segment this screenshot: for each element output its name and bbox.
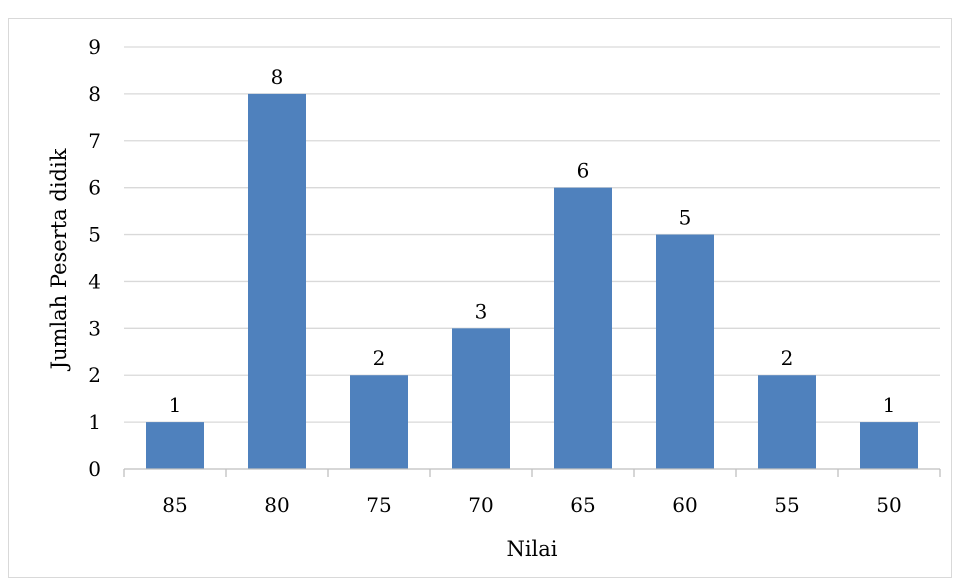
- bar-85: [146, 422, 204, 469]
- chart-frame: [8, 18, 952, 578]
- data-label-55: 2: [781, 346, 794, 370]
- y-tick-label: 0: [88, 457, 101, 481]
- y-tick-label: 3: [88, 316, 101, 340]
- y-axis-title: Jumlah Peserta didik: [47, 148, 71, 371]
- bar-80: [248, 93, 306, 469]
- data-label-80: 8: [271, 65, 284, 89]
- x-tick-label-75: 75: [366, 493, 391, 517]
- y-tick-label: 2: [88, 363, 101, 387]
- bar-50: [860, 422, 918, 469]
- x-tick-label-55: 55: [774, 493, 799, 517]
- x-axis: 85 80 75 70 65 60 55 50: [123, 468, 941, 517]
- gridlines: [124, 46, 940, 423]
- data-label-85: 1: [169, 393, 182, 417]
- y-tick-label: 8: [88, 82, 101, 106]
- y-axis-tick-labels: 0 1 2 3 4 5 6 7 8 9: [88, 35, 101, 481]
- x-tick-label-80: 80: [264, 493, 289, 517]
- y-tick-label: 7: [88, 129, 101, 153]
- bar-65: [554, 187, 612, 469]
- x-axis-title: Nilai: [506, 537, 557, 561]
- y-tick-label: 6: [88, 176, 101, 200]
- x-tick-label-65: 65: [570, 493, 595, 517]
- data-labels: 1 8 2 3 6 5 2 1: [169, 65, 896, 417]
- bar-55: [758, 375, 816, 469]
- bar-75: [350, 375, 408, 469]
- x-tick-label-60: 60: [672, 493, 697, 517]
- data-label-65: 6: [577, 159, 590, 183]
- x-tick-label-70: 70: [468, 493, 493, 517]
- x-tick-label-85: 85: [162, 493, 187, 517]
- data-label-50: 1: [883, 393, 896, 417]
- bar-60: [656, 234, 714, 469]
- data-label-60: 5: [679, 206, 692, 230]
- x-tick-label-50: 50: [876, 493, 901, 517]
- data-label-75: 2: [373, 346, 386, 370]
- y-tick-label: 9: [88, 35, 101, 59]
- bars: [146, 93, 918, 469]
- y-tick-label: 1: [88, 410, 101, 434]
- y-tick-label: 4: [88, 269, 101, 293]
- bar-70: [452, 328, 510, 469]
- y-tick-label: 5: [88, 223, 101, 247]
- data-label-70: 3: [475, 299, 488, 323]
